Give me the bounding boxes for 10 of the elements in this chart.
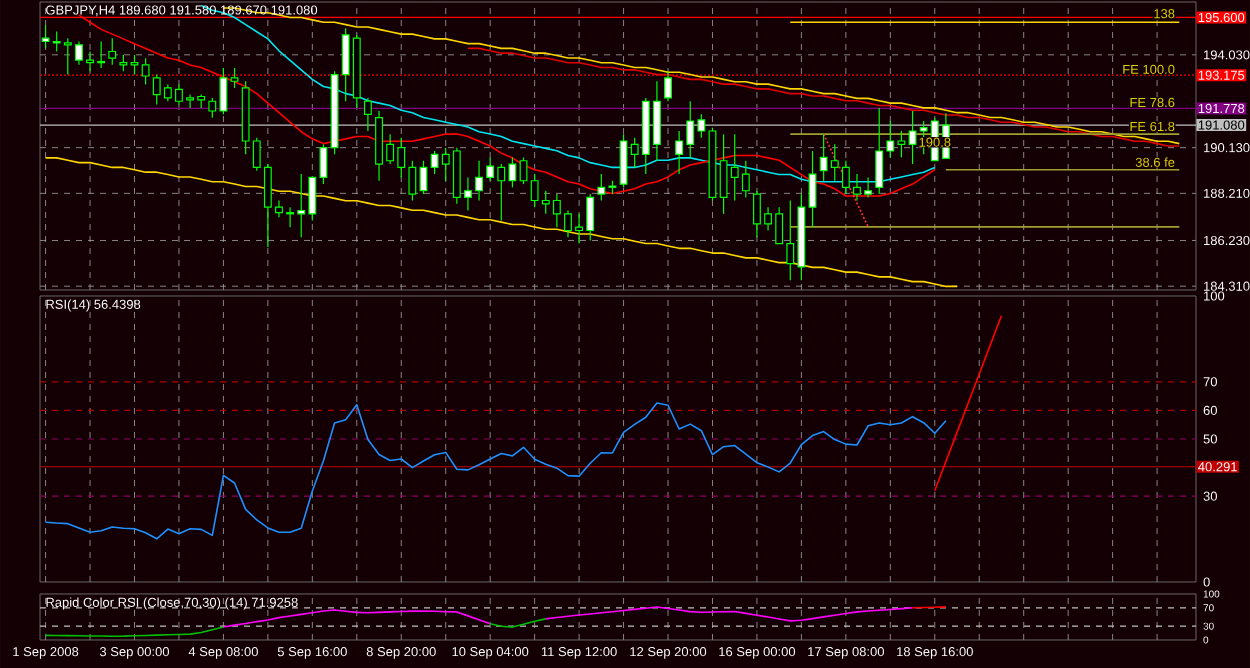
candlestick [808,150,817,228]
candlestick [664,70,672,102]
line-series [933,314,1003,492]
line-series [44,402,947,540]
line-series [544,606,914,622]
candlestick [363,97,372,132]
line-series [222,609,491,628]
line-series [222,7,1181,145]
line-series [467,47,1181,147]
line-series [44,157,958,288]
